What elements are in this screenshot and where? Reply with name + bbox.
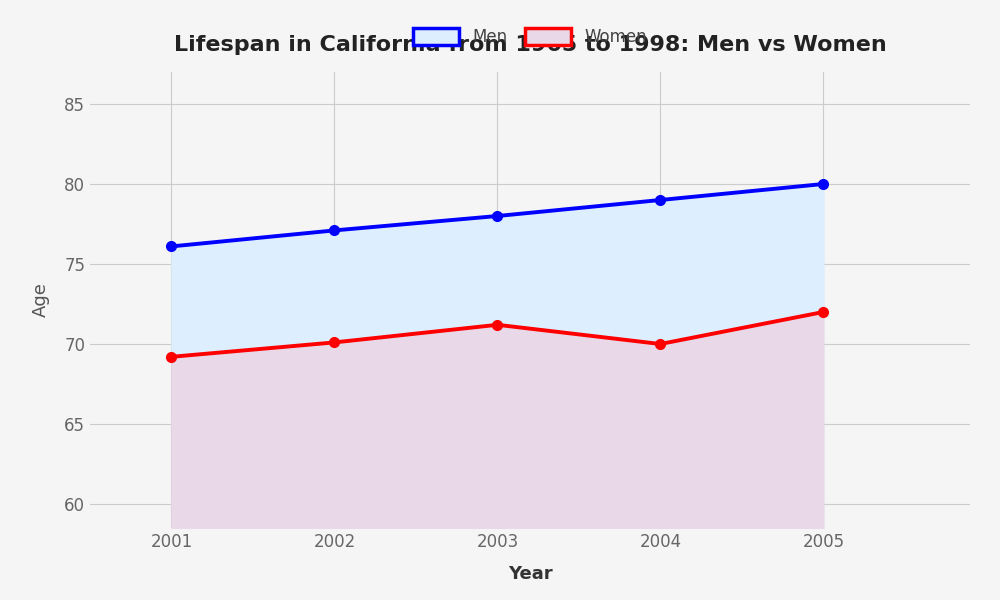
Y-axis label: Age: Age <box>32 283 50 317</box>
Title: Lifespan in California from 1965 to 1998: Men vs Women: Lifespan in California from 1965 to 1998… <box>174 35 886 55</box>
Legend: Men, Women: Men, Women <box>406 21 654 53</box>
X-axis label: Year: Year <box>508 565 552 583</box>
